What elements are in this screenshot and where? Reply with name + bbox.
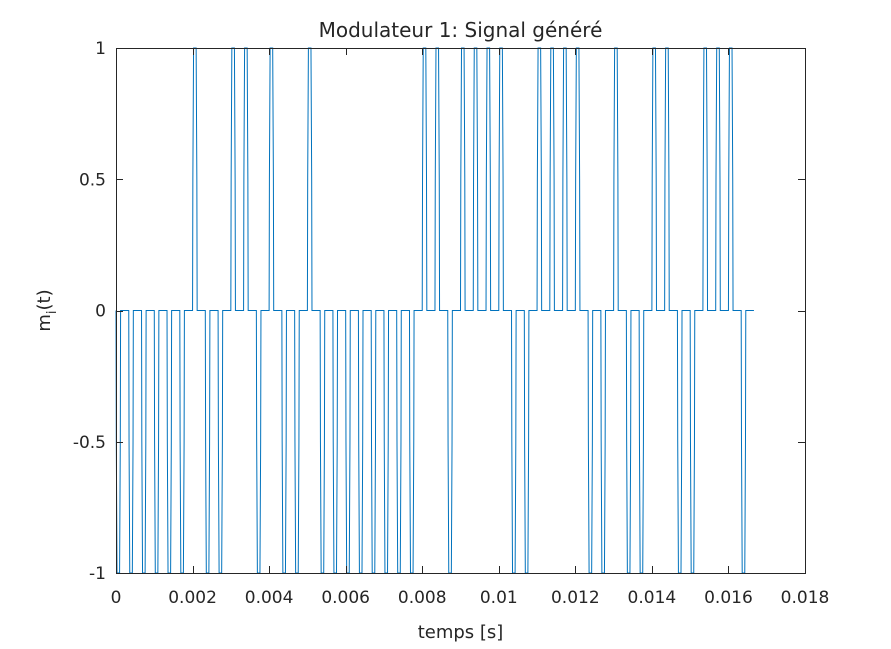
y-axis-label-tail: (t) <box>34 289 55 310</box>
x-tick-label: 0.012 <box>551 588 600 608</box>
x-tick-label: 0.002 <box>168 588 217 608</box>
x-axis: 0 0.002 0.004 0.006 0.008 0.01 0.012 0.014 0.016… <box>111 48 830 608</box>
x-tick-label: 0.006 <box>321 588 370 608</box>
y-tick-label: -1 <box>89 564 106 584</box>
y-tick-label: -0.5 <box>73 433 106 453</box>
x-tick-label: 0 <box>111 588 122 608</box>
chart-title: Modulateur 1: Signal généré <box>319 18 603 42</box>
y-axis: -1 -0.5 0 0.5 1 <box>73 39 805 584</box>
y-tick-label: 0.5 <box>79 170 106 190</box>
y-axis-label-subscript: i <box>45 310 60 314</box>
x-tick-label: 0.018 <box>781 588 830 608</box>
x-tick-label: 0.016 <box>704 588 753 608</box>
y-tick-label: 1 <box>95 39 106 59</box>
x-tick-label: 0.01 <box>480 588 518 608</box>
y-axis-label: mi(t) <box>34 289 60 331</box>
x-tick-label: 0.014 <box>628 588 677 608</box>
y-axis-label-base: m <box>34 314 55 332</box>
x-axis-label: temps [s] <box>418 622 504 643</box>
x-tick-label: 0.004 <box>245 588 294 608</box>
y-tick-label: 0 <box>95 302 106 322</box>
x-tick-label: 0.008 <box>398 588 447 608</box>
